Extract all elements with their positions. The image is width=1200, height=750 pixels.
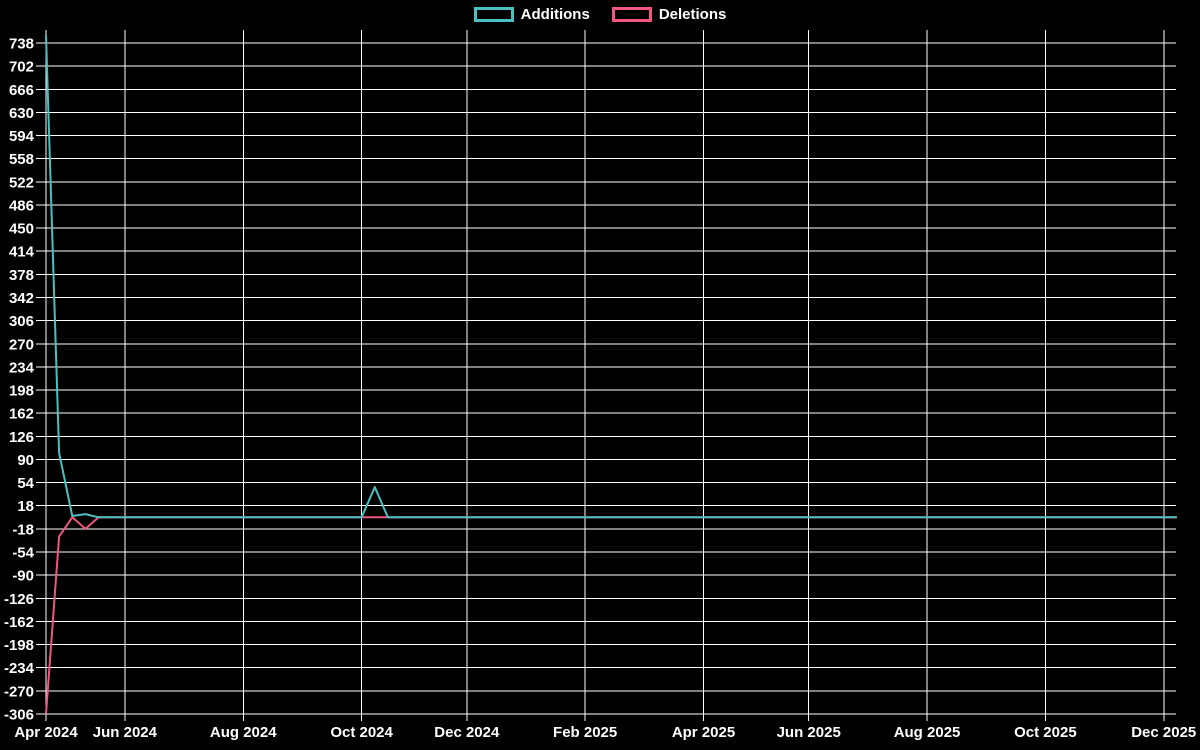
y-tick-label: 378 (9, 267, 34, 284)
y-tick-label: 90 (17, 452, 34, 469)
y-tick-label: 198 (9, 383, 34, 400)
y-tick-label: 594 (9, 128, 35, 145)
x-tick-label: Dec 2024 (434, 724, 500, 741)
legend-item-deletions[interactable]: Deletions (611, 6, 727, 23)
chart-legend: Additions Deletions (0, 6, 1200, 23)
y-axis-tick-labels: 738 702 666 630 594 558 522 486 450 414 378 342 306 2… (4, 35, 35, 723)
series-line-additions (45, 35, 1177, 519)
y-tick-label: -234 (4, 660, 35, 677)
x-tick-label: Oct 2025 (1014, 724, 1077, 741)
y-tick-label: 234 (9, 359, 35, 376)
gridlines (36, 30, 1176, 721)
x-tick-label: Oct 2024 (330, 724, 393, 741)
y-tick-label: -162 (4, 614, 34, 631)
y-tick-label: 270 (9, 336, 34, 353)
legend-label-additions: Additions (520, 6, 590, 23)
x-tick-label: Aug 2024 (210, 724, 277, 741)
x-tick-label: Apr 2024 (14, 724, 78, 741)
y-tick-label: -198 (4, 637, 34, 654)
y-tick-label: -90 (12, 568, 34, 585)
y-tick-label: 630 (9, 105, 34, 122)
y-tick-label: 54 (17, 475, 34, 492)
x-tick-label: Jun 2025 (777, 724, 841, 741)
y-tick-label: 306 (9, 313, 34, 330)
y-tick-label: -270 (4, 683, 34, 700)
series-line-deletions (45, 516, 1177, 715)
additions-swatch-icon (473, 7, 514, 22)
legend-item-additions[interactable]: Additions (473, 6, 590, 23)
x-tick-label: Jun 2024 (93, 724, 158, 741)
y-tick-label: 342 (9, 290, 34, 307)
y-tick-label: 486 (9, 197, 34, 214)
y-tick-label: -306 (4, 706, 34, 723)
y-tick-label: -54 (12, 545, 34, 562)
deletions-swatch-icon (611, 7, 652, 22)
y-tick-label: -18 (12, 521, 34, 538)
y-tick-label: 558 (9, 151, 34, 168)
y-tick-label: -126 (4, 591, 34, 608)
y-tick-label: 162 (9, 406, 34, 423)
y-tick-label: 738 (9, 35, 34, 52)
y-tick-label: 522 (9, 174, 34, 191)
y-tick-label: 702 (9, 59, 34, 76)
x-tick-label: Feb 2025 (553, 724, 617, 741)
x-tick-label: Apr 2025 (672, 724, 735, 741)
y-tick-label: 450 (9, 221, 34, 238)
y-tick-label: 18 (17, 498, 34, 515)
data-series (45, 35, 1177, 715)
x-axis-tick-labels: Apr 2024 Jun 2024 Aug 2024 Oct 2024 Dec 2024… (14, 724, 1196, 741)
y-tick-label: 126 (9, 429, 34, 446)
x-tick-label: Dec 2025 (1131, 724, 1196, 741)
y-tick-label: 666 (9, 82, 34, 99)
y-tick-label: 414 (9, 244, 35, 261)
legend-label-deletions: Deletions (658, 6, 727, 23)
x-tick-label: Aug 2025 (894, 724, 961, 741)
